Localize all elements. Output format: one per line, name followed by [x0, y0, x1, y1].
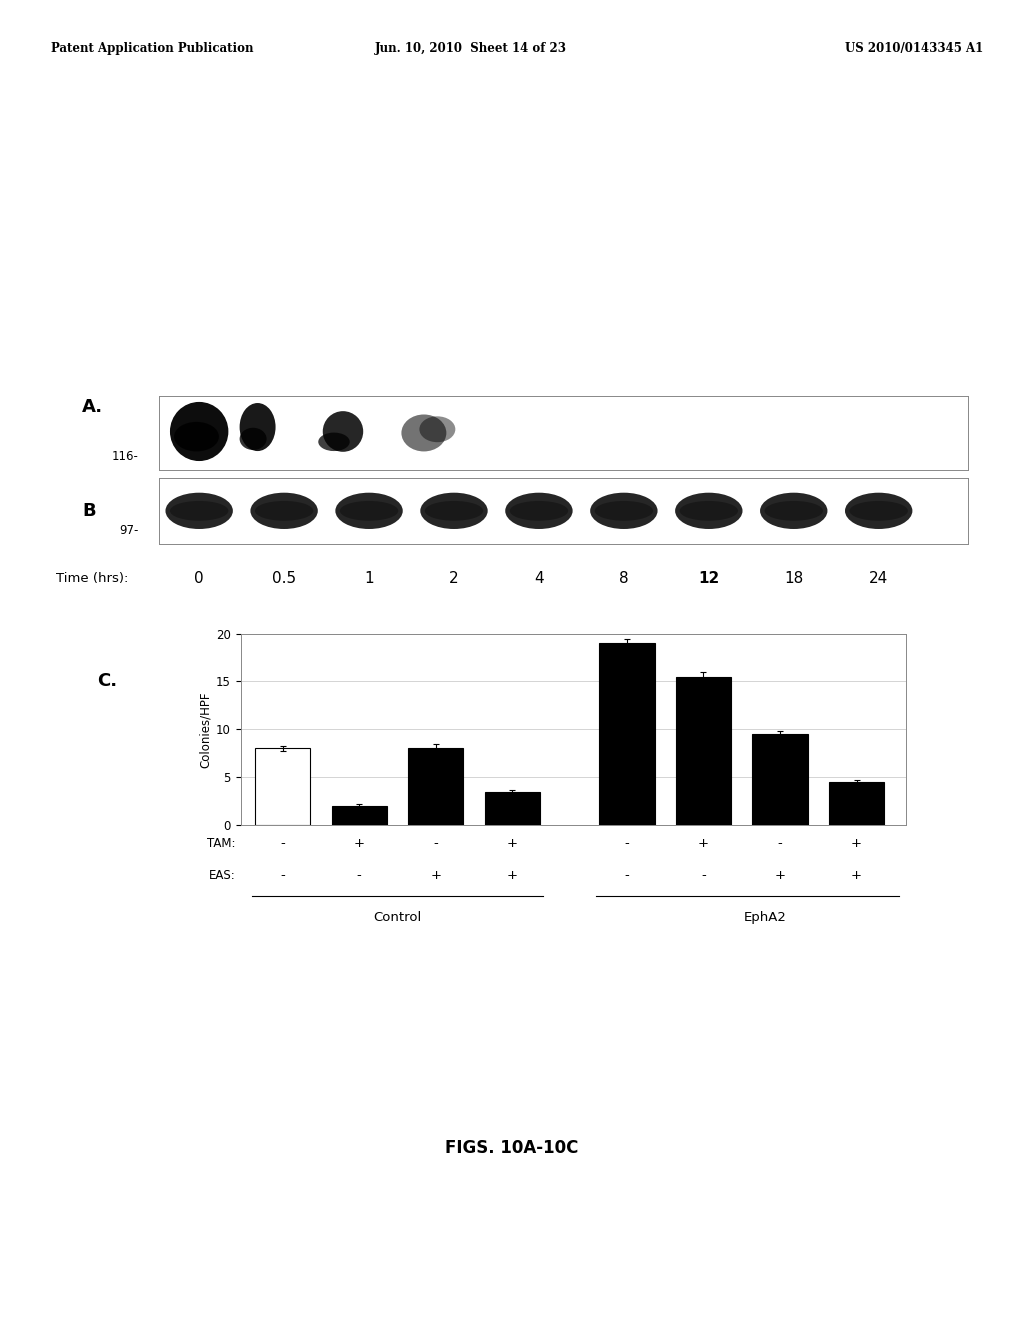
Text: 12: 12	[698, 570, 720, 586]
Text: 18: 18	[784, 570, 804, 586]
Ellipse shape	[420, 416, 456, 442]
Text: FIGS. 10A-10C: FIGS. 10A-10C	[445, 1139, 579, 1158]
Text: +: +	[774, 870, 785, 882]
Text: +: +	[851, 837, 862, 850]
Text: +: +	[353, 837, 365, 850]
Text: -: -	[625, 870, 630, 882]
Text: -: -	[281, 870, 285, 882]
Text: 0: 0	[195, 570, 204, 586]
Text: EphA2: EphA2	[743, 911, 786, 924]
Ellipse shape	[850, 502, 908, 520]
Text: +: +	[507, 870, 518, 882]
Ellipse shape	[680, 502, 738, 520]
Text: 97-: 97-	[119, 524, 138, 537]
Text: -: -	[433, 837, 438, 850]
Ellipse shape	[255, 502, 313, 520]
Ellipse shape	[170, 401, 228, 461]
Bar	[484, 792, 540, 825]
Text: +: +	[430, 870, 441, 882]
Bar	[599, 643, 654, 825]
Text: B: B	[82, 502, 95, 520]
Text: -: -	[356, 870, 361, 882]
Ellipse shape	[425, 502, 483, 520]
Text: 1: 1	[365, 570, 374, 586]
Ellipse shape	[335, 492, 402, 529]
Text: Time (hrs):: Time (hrs):	[55, 572, 128, 585]
Bar	[332, 805, 387, 825]
Ellipse shape	[760, 492, 827, 529]
Ellipse shape	[323, 411, 364, 451]
Text: 4: 4	[535, 570, 544, 586]
Text: 0.5: 0.5	[272, 570, 296, 586]
Ellipse shape	[401, 414, 446, 451]
Text: Patent Application Publication: Patent Application Publication	[51, 42, 254, 55]
Ellipse shape	[251, 492, 317, 529]
Y-axis label: Colonies/HPF: Colonies/HPF	[199, 692, 212, 767]
Ellipse shape	[765, 502, 823, 520]
Ellipse shape	[240, 403, 275, 451]
Bar	[255, 748, 310, 825]
Text: TAM:: TAM:	[207, 837, 236, 850]
Ellipse shape	[420, 492, 487, 529]
Text: Jun. 10, 2010  Sheet 14 of 23: Jun. 10, 2010 Sheet 14 of 23	[375, 42, 567, 55]
Text: +: +	[507, 837, 518, 850]
Text: +: +	[698, 837, 709, 850]
Ellipse shape	[505, 492, 572, 529]
Ellipse shape	[174, 422, 219, 451]
Text: A.: A.	[82, 397, 103, 416]
Text: 2: 2	[450, 570, 459, 586]
Ellipse shape	[845, 492, 912, 529]
Text: C.: C.	[97, 672, 118, 690]
Text: 8: 8	[620, 570, 629, 586]
Ellipse shape	[340, 502, 398, 520]
Ellipse shape	[675, 492, 742, 529]
Ellipse shape	[170, 502, 228, 520]
Ellipse shape	[510, 502, 568, 520]
Text: -: -	[701, 870, 706, 882]
Text: US 2010/0143345 A1: US 2010/0143345 A1	[845, 42, 983, 55]
Ellipse shape	[595, 502, 653, 520]
Ellipse shape	[166, 492, 232, 529]
Bar	[753, 734, 808, 825]
Bar	[829, 781, 884, 825]
Text: 24: 24	[869, 570, 888, 586]
Text: -: -	[777, 837, 782, 850]
Text: 116-: 116-	[112, 450, 138, 463]
Text: Control: Control	[374, 911, 422, 924]
Text: -: -	[281, 837, 285, 850]
Bar	[676, 677, 731, 825]
Text: EAS:: EAS:	[209, 870, 236, 882]
Text: -: -	[625, 837, 630, 850]
Ellipse shape	[590, 492, 657, 529]
Ellipse shape	[318, 433, 350, 451]
Text: +: +	[851, 870, 862, 882]
Ellipse shape	[240, 428, 266, 450]
Bar	[409, 748, 463, 825]
